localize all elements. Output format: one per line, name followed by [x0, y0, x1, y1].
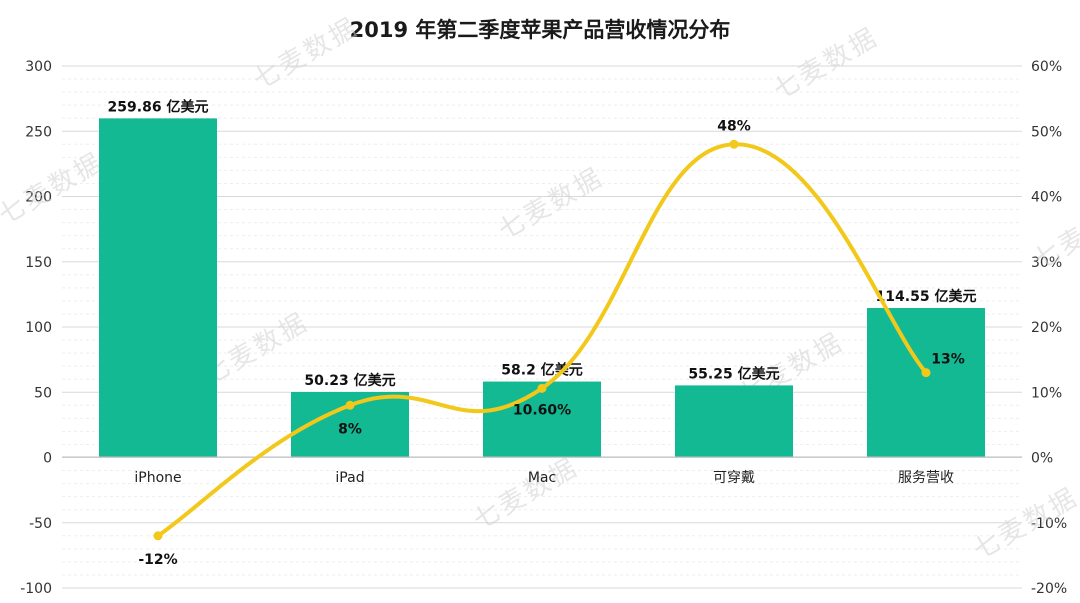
left-axis-tick-label: 200: [25, 190, 52, 206]
category-label: iPad: [335, 470, 364, 486]
right-axis-tick-label: 30%: [1031, 255, 1062, 271]
right-axis-tick-label: -10%: [1031, 516, 1067, 532]
bar-value-label: 259.86 亿美元: [108, 98, 209, 115]
growth-value-label: 48%: [717, 118, 751, 134]
watermark-text: 七麦数据: [469, 452, 584, 536]
category-label: 服务营收: [898, 470, 954, 486]
bar-value-label: 58.2 亿美元: [501, 362, 582, 379]
left-axis-tick-label: 100: [25, 320, 52, 336]
left-axis-tick-label: 50: [34, 385, 52, 401]
right-axis-tick-label: 50%: [1031, 124, 1062, 140]
right-axis-tick-label: -20%: [1031, 581, 1067, 597]
left-axis-tick-label: -100: [20, 581, 52, 597]
growth-value-label: 13%: [931, 352, 965, 368]
growth-point-iPad: [345, 400, 355, 410]
bar-Mac: [483, 381, 601, 457]
watermark-text: 七麦数据: [249, 12, 364, 96]
chart-title: 2019 年第二季度苹果产品营收情况分布: [349, 18, 731, 42]
right-axis-tick-label: 60%: [1031, 59, 1062, 75]
right-axis-tick-label: 0%: [1031, 451, 1053, 467]
bar-可穿戴: [675, 385, 793, 457]
watermark-text: 七麦数据: [0, 147, 109, 231]
bar-value-label: 114.55 亿美元: [876, 288, 977, 305]
growth-point-Mac: [537, 383, 547, 393]
category-label: Mac: [528, 470, 556, 486]
category-label: 可穿戴: [713, 470, 755, 486]
watermark-text: 七麦数据: [494, 162, 609, 246]
left-axis-tick-label: 300: [25, 59, 52, 75]
growth-value-label: 8%: [338, 421, 362, 437]
growth-point-服务营收: [921, 368, 931, 378]
growth-value-label: 10.60%: [513, 402, 571, 418]
category-label: iPhone: [134, 470, 181, 486]
right-axis-tick-label: 10%: [1031, 385, 1062, 401]
right-axis-tick-label: 40%: [1031, 190, 1062, 206]
left-axis-tick-label: 150: [25, 255, 52, 271]
bar-iPhone: [99, 118, 217, 458]
bar-服务营收: [867, 308, 985, 457]
left-axis-tick-label: -50: [29, 516, 52, 532]
growth-point-可穿戴: [729, 139, 739, 149]
right-axis-tick-label: 20%: [1031, 320, 1062, 336]
bar-value-label: 50.23 亿美元: [304, 372, 395, 389]
left-axis-tick-label: 250: [25, 124, 52, 140]
growth-line: [156, 142, 928, 538]
growth-point-iPhone: [153, 531, 163, 541]
bar-value-label: 55.25 亿美元: [688, 365, 779, 382]
watermark-text: 七麦数据: [769, 22, 884, 106]
growth-value-label: -12%: [138, 552, 177, 568]
left-axis-tick-label: 0: [43, 451, 52, 467]
